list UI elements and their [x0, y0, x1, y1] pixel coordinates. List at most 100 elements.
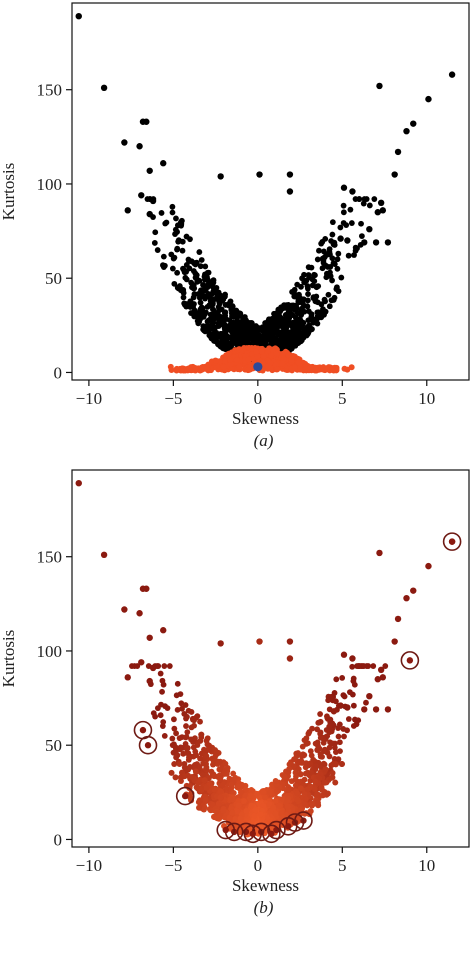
data-point — [295, 766, 302, 773]
data-point — [197, 738, 204, 744]
data-point — [286, 171, 294, 178]
data-point — [235, 340, 242, 347]
data-point — [295, 750, 301, 756]
data-point — [317, 711, 324, 717]
data-point — [341, 733, 347, 740]
data-point — [235, 783, 242, 789]
data-point — [372, 706, 380, 713]
data-point — [210, 333, 217, 340]
data-point — [196, 797, 203, 804]
data-point — [193, 714, 200, 721]
data-point — [157, 712, 164, 719]
data-point — [184, 729, 191, 736]
data-point — [193, 784, 200, 791]
data-point — [374, 209, 381, 216]
data-point — [365, 663, 372, 669]
data-point — [295, 359, 302, 366]
data-point — [276, 317, 282, 324]
data-point — [180, 294, 187, 301]
data-point — [226, 815, 233, 822]
data-point — [301, 366, 308, 373]
data-point — [149, 664, 157, 672]
data-point — [182, 702, 189, 708]
data-point — [293, 790, 300, 797]
data-point — [298, 312, 305, 318]
data-point — [286, 766, 293, 772]
y-tick-label: 100 — [37, 642, 63, 661]
data-point — [265, 318, 272, 324]
data-point — [216, 298, 223, 305]
data-point — [198, 257, 205, 263]
data-point — [121, 139, 128, 146]
data-point — [298, 283, 304, 290]
data-point — [220, 363, 227, 370]
data-point — [174, 706, 181, 713]
highlight-ring — [175, 786, 195, 806]
data-point — [160, 264, 167, 270]
data-point — [299, 743, 306, 750]
data-point — [308, 311, 315, 318]
data-point — [307, 364, 314, 371]
data-point — [316, 247, 322, 254]
data-point — [121, 606, 128, 613]
data-point — [299, 296, 306, 303]
data-point — [304, 786, 311, 793]
data-point — [391, 638, 398, 645]
data-point — [331, 744, 338, 751]
y-axis-label: Kurtosis — [0, 630, 18, 688]
data-point — [425, 562, 432, 570]
data-point — [348, 220, 355, 226]
data-point — [235, 802, 242, 809]
data-point — [229, 330, 236, 337]
y-tick-label: 100 — [37, 175, 63, 194]
data-point — [205, 361, 212, 368]
highlighted-point — [268, 830, 275, 838]
data-point — [207, 302, 214, 309]
data-point — [194, 278, 201, 285]
data-point — [253, 348, 260, 355]
data-point — [173, 730, 179, 737]
data-point — [301, 801, 308, 808]
data-point — [376, 549, 383, 557]
highlight-ring — [267, 820, 286, 840]
data-point — [314, 320, 321, 327]
data-point — [313, 283, 320, 290]
data-point — [306, 274, 313, 281]
data-point — [325, 272, 332, 279]
data-point — [173, 215, 179, 222]
data-point — [210, 285, 217, 292]
x-tick-label: 5 — [338, 389, 347, 408]
data-point — [410, 120, 417, 127]
data-point — [294, 796, 301, 803]
data-point — [403, 127, 410, 135]
data-point — [183, 723, 189, 729]
data-point — [304, 331, 311, 338]
data-point — [314, 799, 321, 806]
data-point — [237, 336, 244, 343]
data-point — [328, 774, 335, 781]
data-point — [203, 753, 210, 759]
data-point — [177, 744, 184, 751]
data-point — [248, 802, 255, 809]
data-point — [293, 330, 300, 337]
highlight-ring — [138, 735, 158, 755]
data-point — [313, 763, 319, 770]
data-point — [317, 751, 324, 757]
highlight-ring — [216, 820, 236, 840]
data-point — [335, 733, 342, 740]
data-point — [289, 343, 295, 350]
data-point — [286, 638, 294, 645]
data-point — [196, 249, 203, 255]
data-point — [448, 71, 456, 78]
highlight-ring — [278, 816, 298, 836]
data-point — [337, 235, 344, 242]
data-point — [322, 766, 329, 773]
highlighted-point — [181, 792, 189, 800]
data-point — [334, 256, 341, 263]
data-point — [171, 725, 178, 732]
data-point — [169, 265, 176, 272]
data-point — [221, 315, 227, 322]
data-point — [229, 809, 236, 816]
data-point — [181, 711, 188, 717]
data-point — [200, 760, 207, 767]
